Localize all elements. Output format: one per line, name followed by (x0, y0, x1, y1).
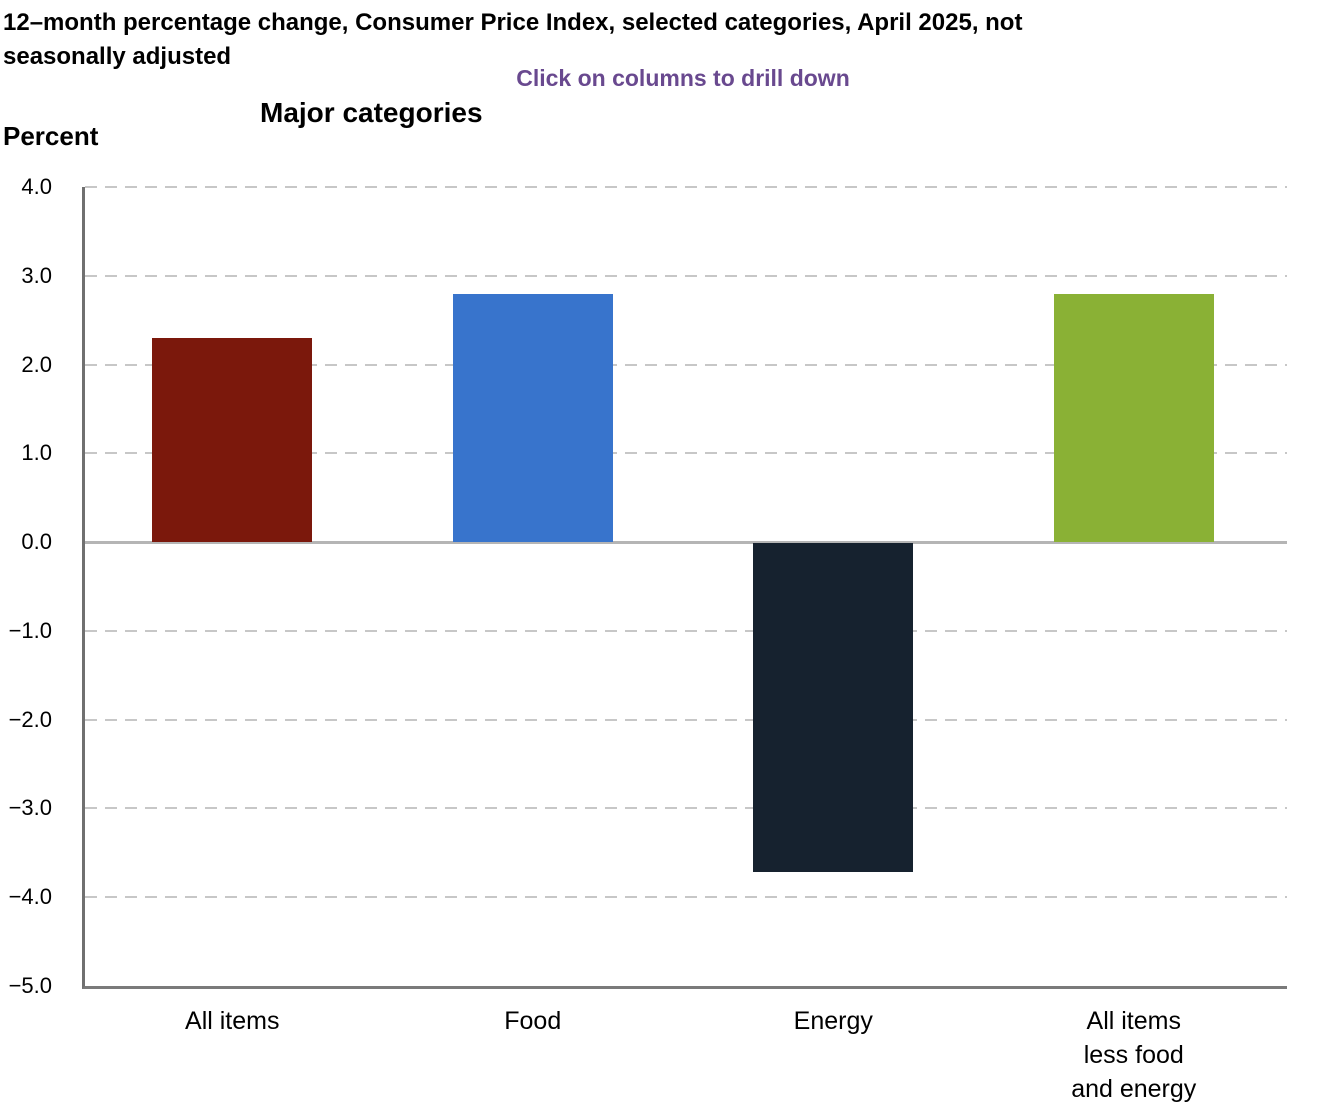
gridline (85, 629, 1287, 632)
x-axis-category-label: Food (383, 1004, 684, 1038)
x-axis-category-label: All items less food and energy (984, 1004, 1285, 1106)
gridline (85, 363, 1287, 366)
y-axis-tick-label: 0.0 (21, 529, 52, 555)
y-axis-tick-label: 1.0 (21, 440, 52, 466)
gridline (85, 896, 1287, 899)
plot-area (82, 186, 1287, 989)
bar-food[interactable] (452, 293, 613, 543)
bar-energy[interactable] (753, 543, 914, 872)
x-axis-category-label-line: All items (1086, 1007, 1181, 1035)
y-axis-tick-label: 4.0 (21, 174, 52, 199)
y-axis-tick-label: −2.0 (8, 706, 52, 732)
section-title: Major categories (260, 97, 483, 128)
y-axis-tick-label: −5.0 (8, 973, 52, 998)
x-axis-category-label-line: less food (1083, 1041, 1184, 1069)
x-axis-category-label-line: All items (185, 1007, 280, 1035)
gridline (85, 718, 1287, 721)
gridline (85, 274, 1287, 277)
gridline (85, 452, 1287, 455)
bar-all-items-less-food-and-energy[interactable] (1053, 293, 1214, 543)
x-axis-category-label: Energy (683, 1004, 984, 1038)
y-axis-tick-label: −1.0 (8, 617, 52, 643)
y-axis-tick-label: 3.0 (21, 262, 52, 288)
y-axis-title: Percent (3, 121, 99, 151)
x-axis-category-label-line: and energy (1071, 1075, 1197, 1103)
zero-line (85, 541, 1287, 545)
chart-title: 12–month percentage change, Consumer Pri… (3, 9, 1023, 70)
y-axis-tick-label: −4.0 (8, 884, 52, 910)
y-axis-tick-label: −3.0 (8, 795, 52, 821)
gridline (85, 186, 1287, 188)
x-axis-category-label-line: Food (504, 1007, 562, 1035)
drill-down-hint: Click on columns to drill down (516, 65, 850, 91)
bar-all-items[interactable] (152, 337, 313, 543)
gridline (85, 807, 1287, 810)
y-axis-tick-label: 2.0 (21, 351, 52, 377)
x-axis-category-label: All items (82, 1004, 383, 1038)
x-axis-category-label-line: Energy (793, 1007, 873, 1035)
